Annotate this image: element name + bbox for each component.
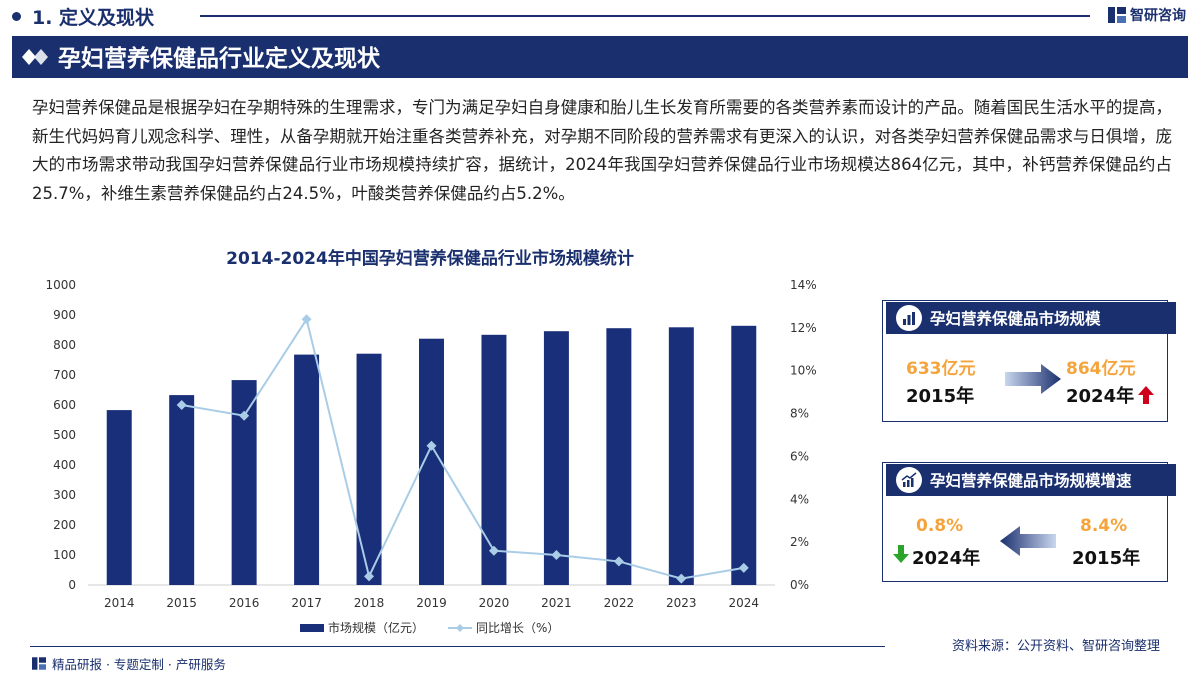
x-tick-label: 2019 — [416, 596, 447, 610]
scale-2024-year: 2024年 — [1066, 386, 1135, 407]
up-arrow-icon — [1138, 386, 1154, 404]
source-note: 资料来源：公开资料、智研咨询整理 — [951, 639, 1160, 654]
brand-icon — [1108, 7, 1126, 23]
y-left-tick-label: 200 — [53, 518, 76, 532]
x-tick-label: 2018 — [354, 596, 385, 610]
x-tick-label: 2023 — [666, 596, 697, 610]
section-title: 1. 定义及现状 — [32, 7, 155, 29]
legend-label-line: 同比增长（%） — [476, 621, 559, 635]
growth-panel-header: 孕妇营养保健品市场规模增速 — [886, 464, 1176, 496]
growth-point — [301, 314, 312, 325]
down-arrow-icon — [893, 545, 909, 563]
x-tick-label: 2014 — [104, 596, 135, 610]
footer-tagline: 精品研报 · 专题定制 · 产研服务 — [32, 654, 226, 673]
growth-point — [488, 545, 499, 556]
x-tick-label: 2022 — [604, 596, 635, 610]
bar-market-size — [543, 331, 569, 585]
y-left-tick-label: 1000 — [45, 278, 76, 292]
y-right-tick-label: 0% — [790, 578, 809, 592]
growth-2015-value: 8.4% — [1080, 516, 1128, 536]
bar-market-size — [731, 325, 757, 585]
diamond-icon — [22, 49, 48, 65]
header-divider — [200, 15, 1090, 17]
x-tick-label: 2016 — [229, 596, 260, 610]
y-left-tick-label: 100 — [53, 548, 76, 562]
growth-point — [551, 550, 562, 560]
brand-name: 智研咨询 — [1130, 8, 1186, 24]
growth-point — [738, 562, 749, 573]
scale-2015-value: 633亿元 — [906, 359, 976, 379]
y-left-tick-label: 0 — [68, 578, 76, 592]
growth-line — [181, 316, 744, 580]
y-left-tick-label: 300 — [53, 488, 76, 502]
bar-market-size — [668, 327, 694, 585]
y-left-tick-label: 900 — [53, 308, 76, 322]
bar-market-size — [294, 354, 320, 585]
x-tick-label: 2017 — [291, 596, 322, 610]
growth-point — [613, 556, 624, 567]
scale-2024-value: 864亿元 — [1066, 359, 1136, 379]
x-tick-label: 2024 — [728, 596, 759, 610]
bar-market-size — [481, 334, 507, 585]
bar-market-size — [169, 395, 195, 585]
bar-market-size — [106, 410, 132, 585]
growth-point — [364, 571, 375, 582]
scale-2015-year: 2015年 — [906, 386, 975, 407]
legend-marker-line — [456, 624, 464, 632]
y-left-tick-label: 700 — [53, 368, 76, 382]
y-right-tick-label: 4% — [790, 492, 809, 506]
title-banner — [12, 36, 1188, 78]
market-scale-panel-title: 孕妇营养保健品市场规模 — [930, 310, 1101, 328]
x-tick-label: 2020 — [479, 596, 510, 610]
y-right-tick-label: 12% — [790, 321, 817, 335]
bar-chart-icon — [896, 305, 922, 331]
y-right-tick-label: 2% — [790, 535, 809, 549]
chart-title: 2014-2024年中国孕妇营养保健品行业市场规模统计 — [226, 249, 634, 269]
y-right-tick-label: 10% — [790, 364, 817, 378]
legend-swatch-bar — [300, 624, 324, 632]
growth-panel-title: 孕妇营养保健品市场规模增速 — [930, 472, 1132, 490]
growth-point — [239, 410, 250, 421]
banner-title: 孕妇营养保健品行业定义及现状 — [58, 46, 380, 72]
y-left-tick-label: 400 — [53, 458, 76, 472]
y-left-tick-label: 600 — [53, 398, 76, 412]
footer-divider — [30, 646, 885, 647]
brand-logo: 智研咨询 — [1108, 5, 1186, 25]
y-right-tick-label: 14% — [790, 278, 817, 292]
x-tick-label: 2021 — [541, 596, 572, 610]
bar-market-size — [606, 328, 632, 585]
legend-label-bar: 市场规模（亿元） — [328, 620, 424, 635]
right-arrow-icon — [1005, 364, 1061, 394]
growth-point — [426, 440, 437, 451]
x-tick-label: 2015 — [166, 596, 197, 610]
growth-point — [176, 400, 187, 410]
trend-chart-icon — [896, 467, 922, 493]
left-arrow-icon — [1000, 526, 1056, 556]
section-bullet — [12, 12, 21, 21]
growth-point — [676, 573, 687, 584]
y-left-tick-label: 800 — [53, 338, 76, 352]
intro-paragraph: 孕妇营养保健品是根据孕妇在孕期特殊的生理需求，专门为满足孕妇自身健康和胎儿生长发… — [32, 98, 1172, 203]
footer-logo-icon — [32, 657, 46, 670]
footer-tagline-text: 精品研报 · 专题定制 · 产研服务 — [52, 657, 226, 672]
growth-2015-year: 2015年 — [1072, 548, 1141, 569]
y-left-tick-label: 500 — [53, 428, 76, 442]
bar-market-size — [356, 353, 382, 585]
market-size-chart: 0 100 200 300 400 500 600 700 800 900 1000 0% 2% 4% 6%… — [45, 278, 817, 635]
market-scale-panel-header: 孕妇营养保健品市场规模 — [886, 302, 1176, 334]
y-right-tick-label: 6% — [790, 449, 809, 463]
growth-2024-value: 0.8% — [916, 516, 964, 536]
y-right-tick-label: 8% — [790, 407, 809, 421]
growth-2024-year: 2024年 — [912, 548, 981, 569]
